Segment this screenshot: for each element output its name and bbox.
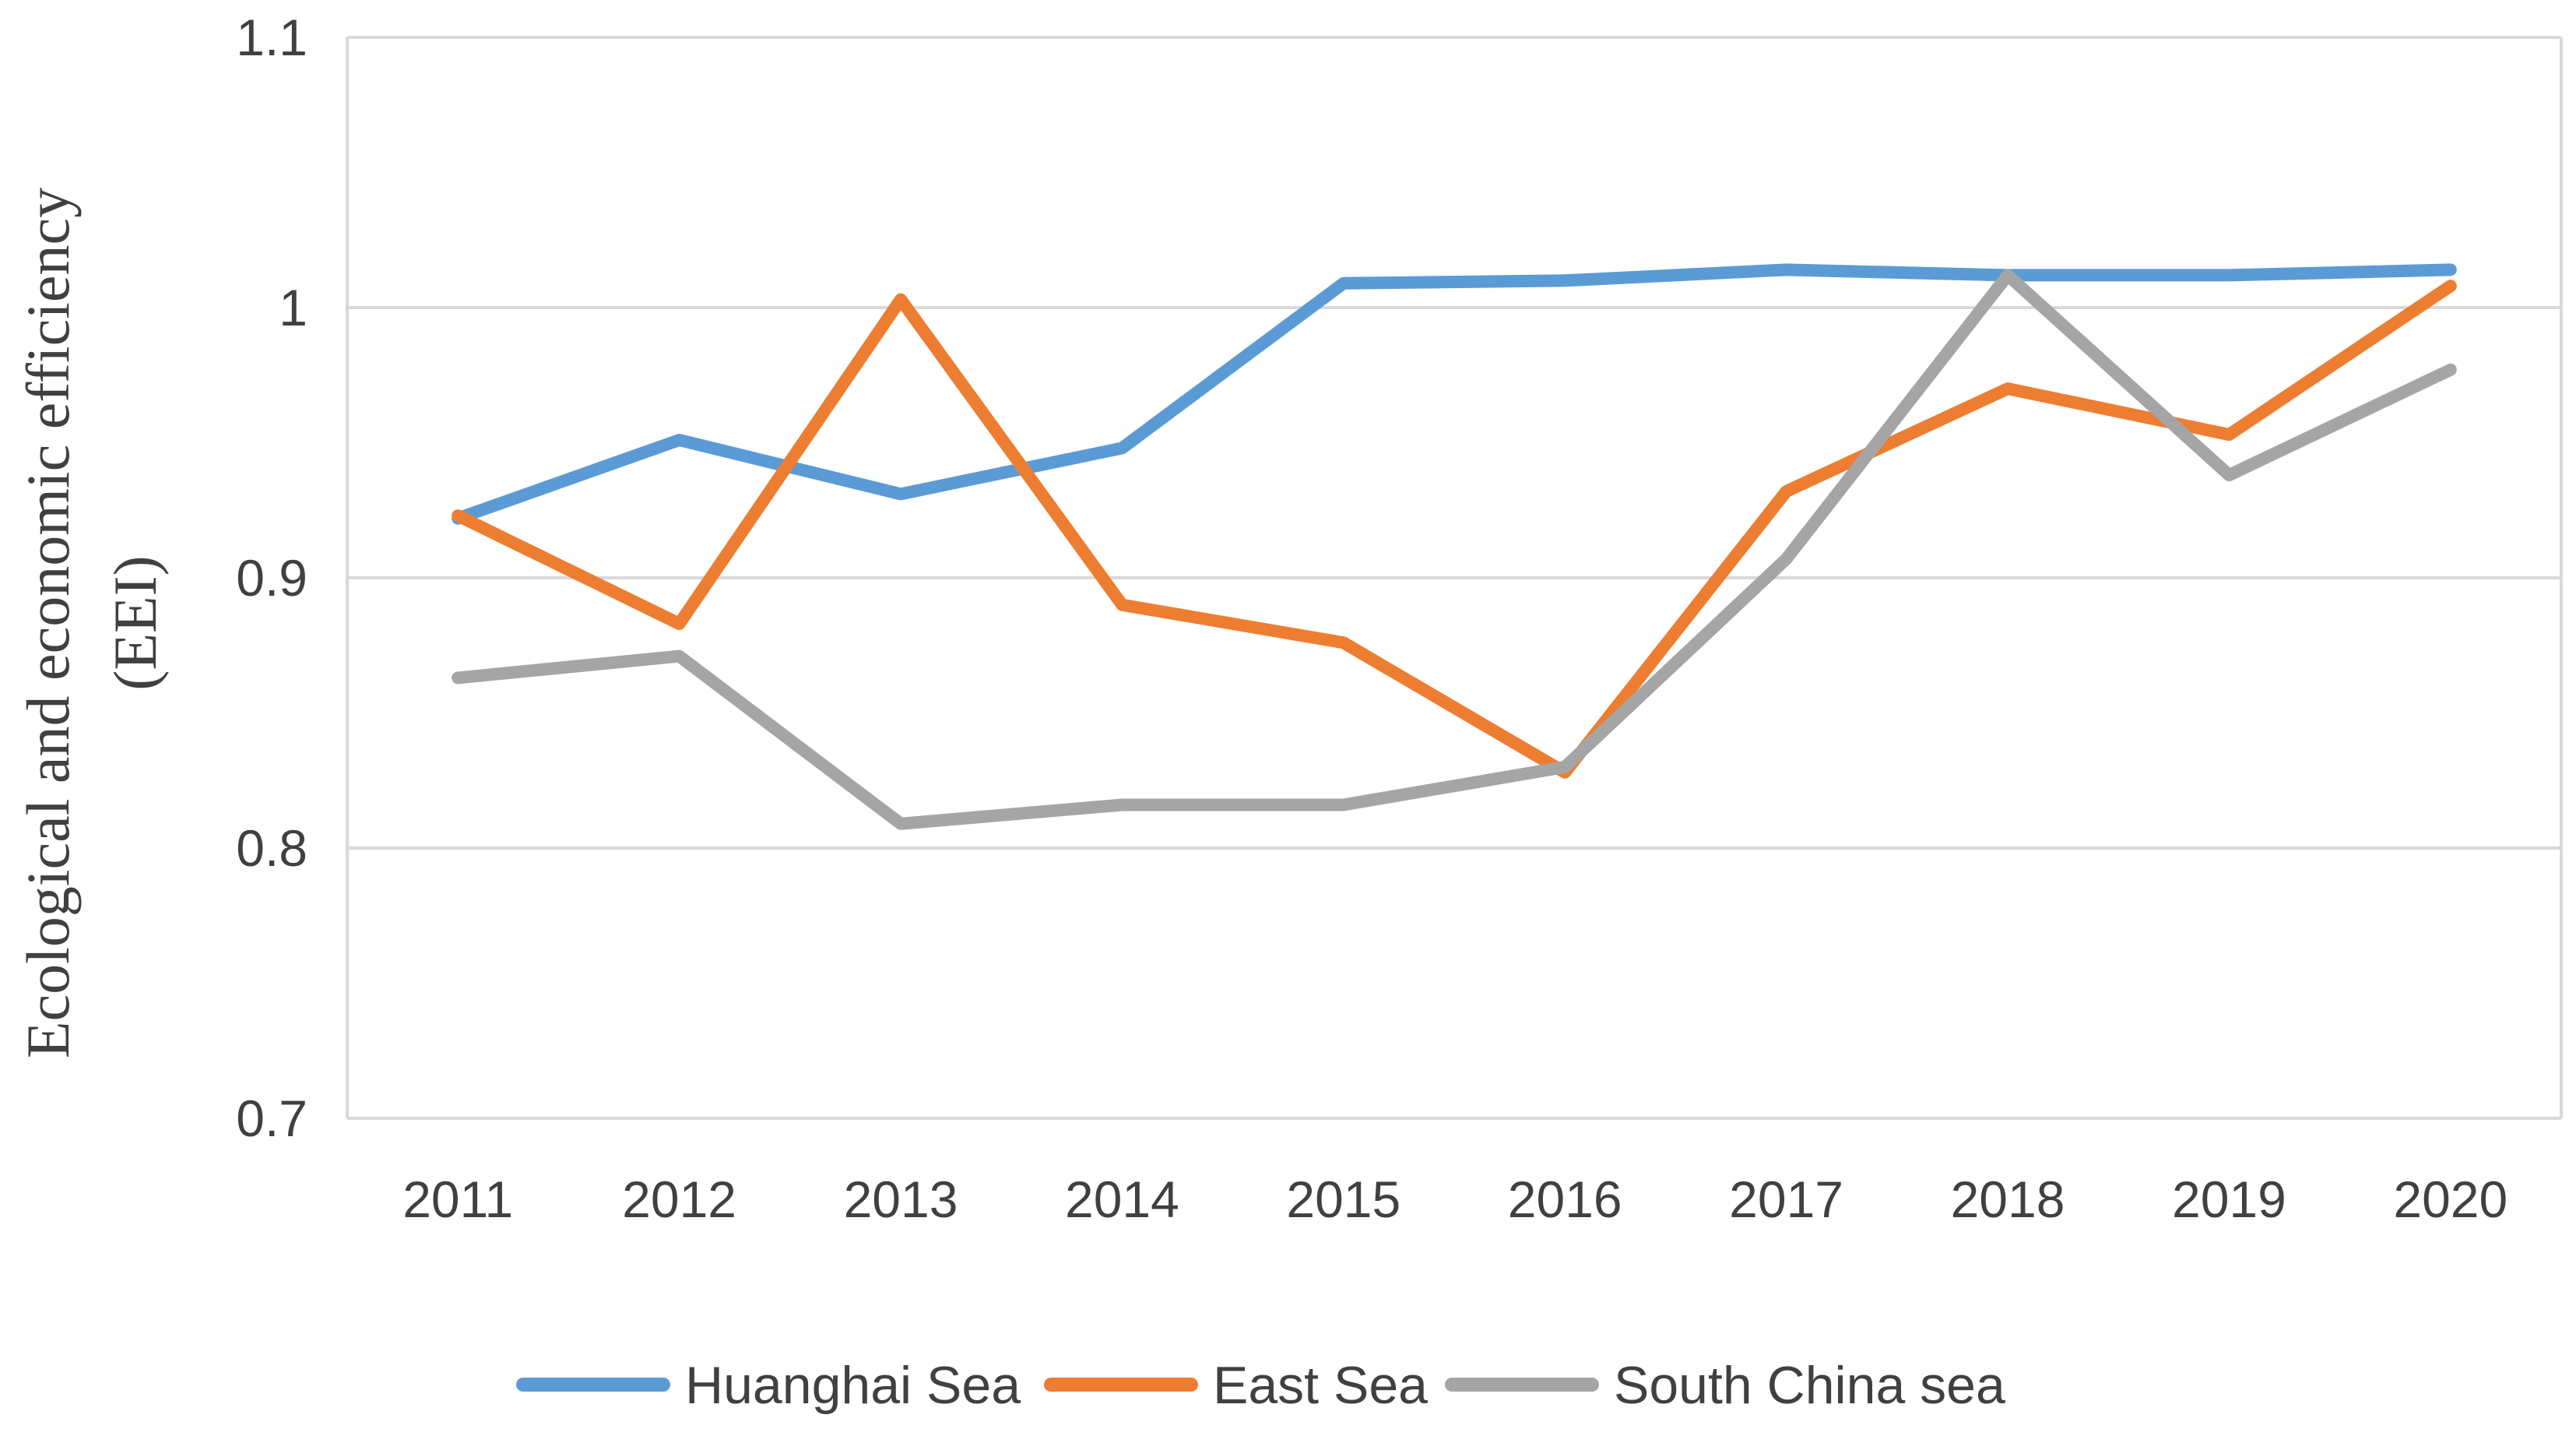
x-tick-label: 2016 bbox=[1508, 1170, 1622, 1228]
series-lines bbox=[452, 263, 2457, 830]
series-line-east-sea bbox=[452, 280, 2457, 779]
series-line-south-china-sea bbox=[452, 269, 2457, 830]
y-axis-label-line2: (EEI) bbox=[101, 555, 169, 690]
legend-item: Huanghai Sea bbox=[516, 1356, 1021, 1415]
x-tick-label: 2012 bbox=[622, 1170, 736, 1228]
y-tick-label: 1.1 bbox=[236, 9, 308, 66]
x-tick-label: 2017 bbox=[1729, 1170, 1843, 1228]
legend: Huanghai Sea East Sea South China sea bbox=[516, 1356, 2005, 1415]
x-tick-label: 2015 bbox=[1286, 1170, 1400, 1228]
y-axis-label-line1: Ecological and economic efficiency bbox=[14, 188, 82, 1058]
x-tick-label: 2014 bbox=[1065, 1170, 1179, 1228]
legend-label: Huanghai Sea bbox=[685, 1356, 1021, 1415]
y-tick-label: 0.7 bbox=[236, 1089, 308, 1147]
x-tick-label: 2013 bbox=[844, 1170, 958, 1228]
y-tick-labels: 0.7 0.8 0.9 1 1.1 bbox=[236, 9, 308, 1147]
x-tick-label: 2011 bbox=[402, 1170, 513, 1228]
y-tick-label: 0.8 bbox=[236, 819, 308, 877]
x-tick-label: 2018 bbox=[1951, 1170, 2065, 1228]
x-tick-label: 2020 bbox=[2393, 1170, 2507, 1228]
axes bbox=[346, 37, 2563, 1118]
legend-label: East Sea bbox=[1213, 1356, 1428, 1415]
x-tick-labels: 2011 2012 2013 2014 2015 2016 2017 2018 2019 2020 bbox=[402, 1170, 2507, 1228]
y-tick-label: 1 bbox=[279, 279, 308, 336]
legend-item: East Sea bbox=[1044, 1356, 1428, 1415]
y-axis-label: Ecological and economic efficiency (EEI) bbox=[14, 188, 169, 1058]
legend-item: South China sea bbox=[1445, 1356, 2005, 1415]
gridlines bbox=[347, 36, 2561, 1120]
x-tick-label: 2019 bbox=[2172, 1170, 2286, 1228]
legend-label: South China sea bbox=[1614, 1356, 2005, 1415]
y-tick-label: 0.9 bbox=[236, 549, 308, 607]
